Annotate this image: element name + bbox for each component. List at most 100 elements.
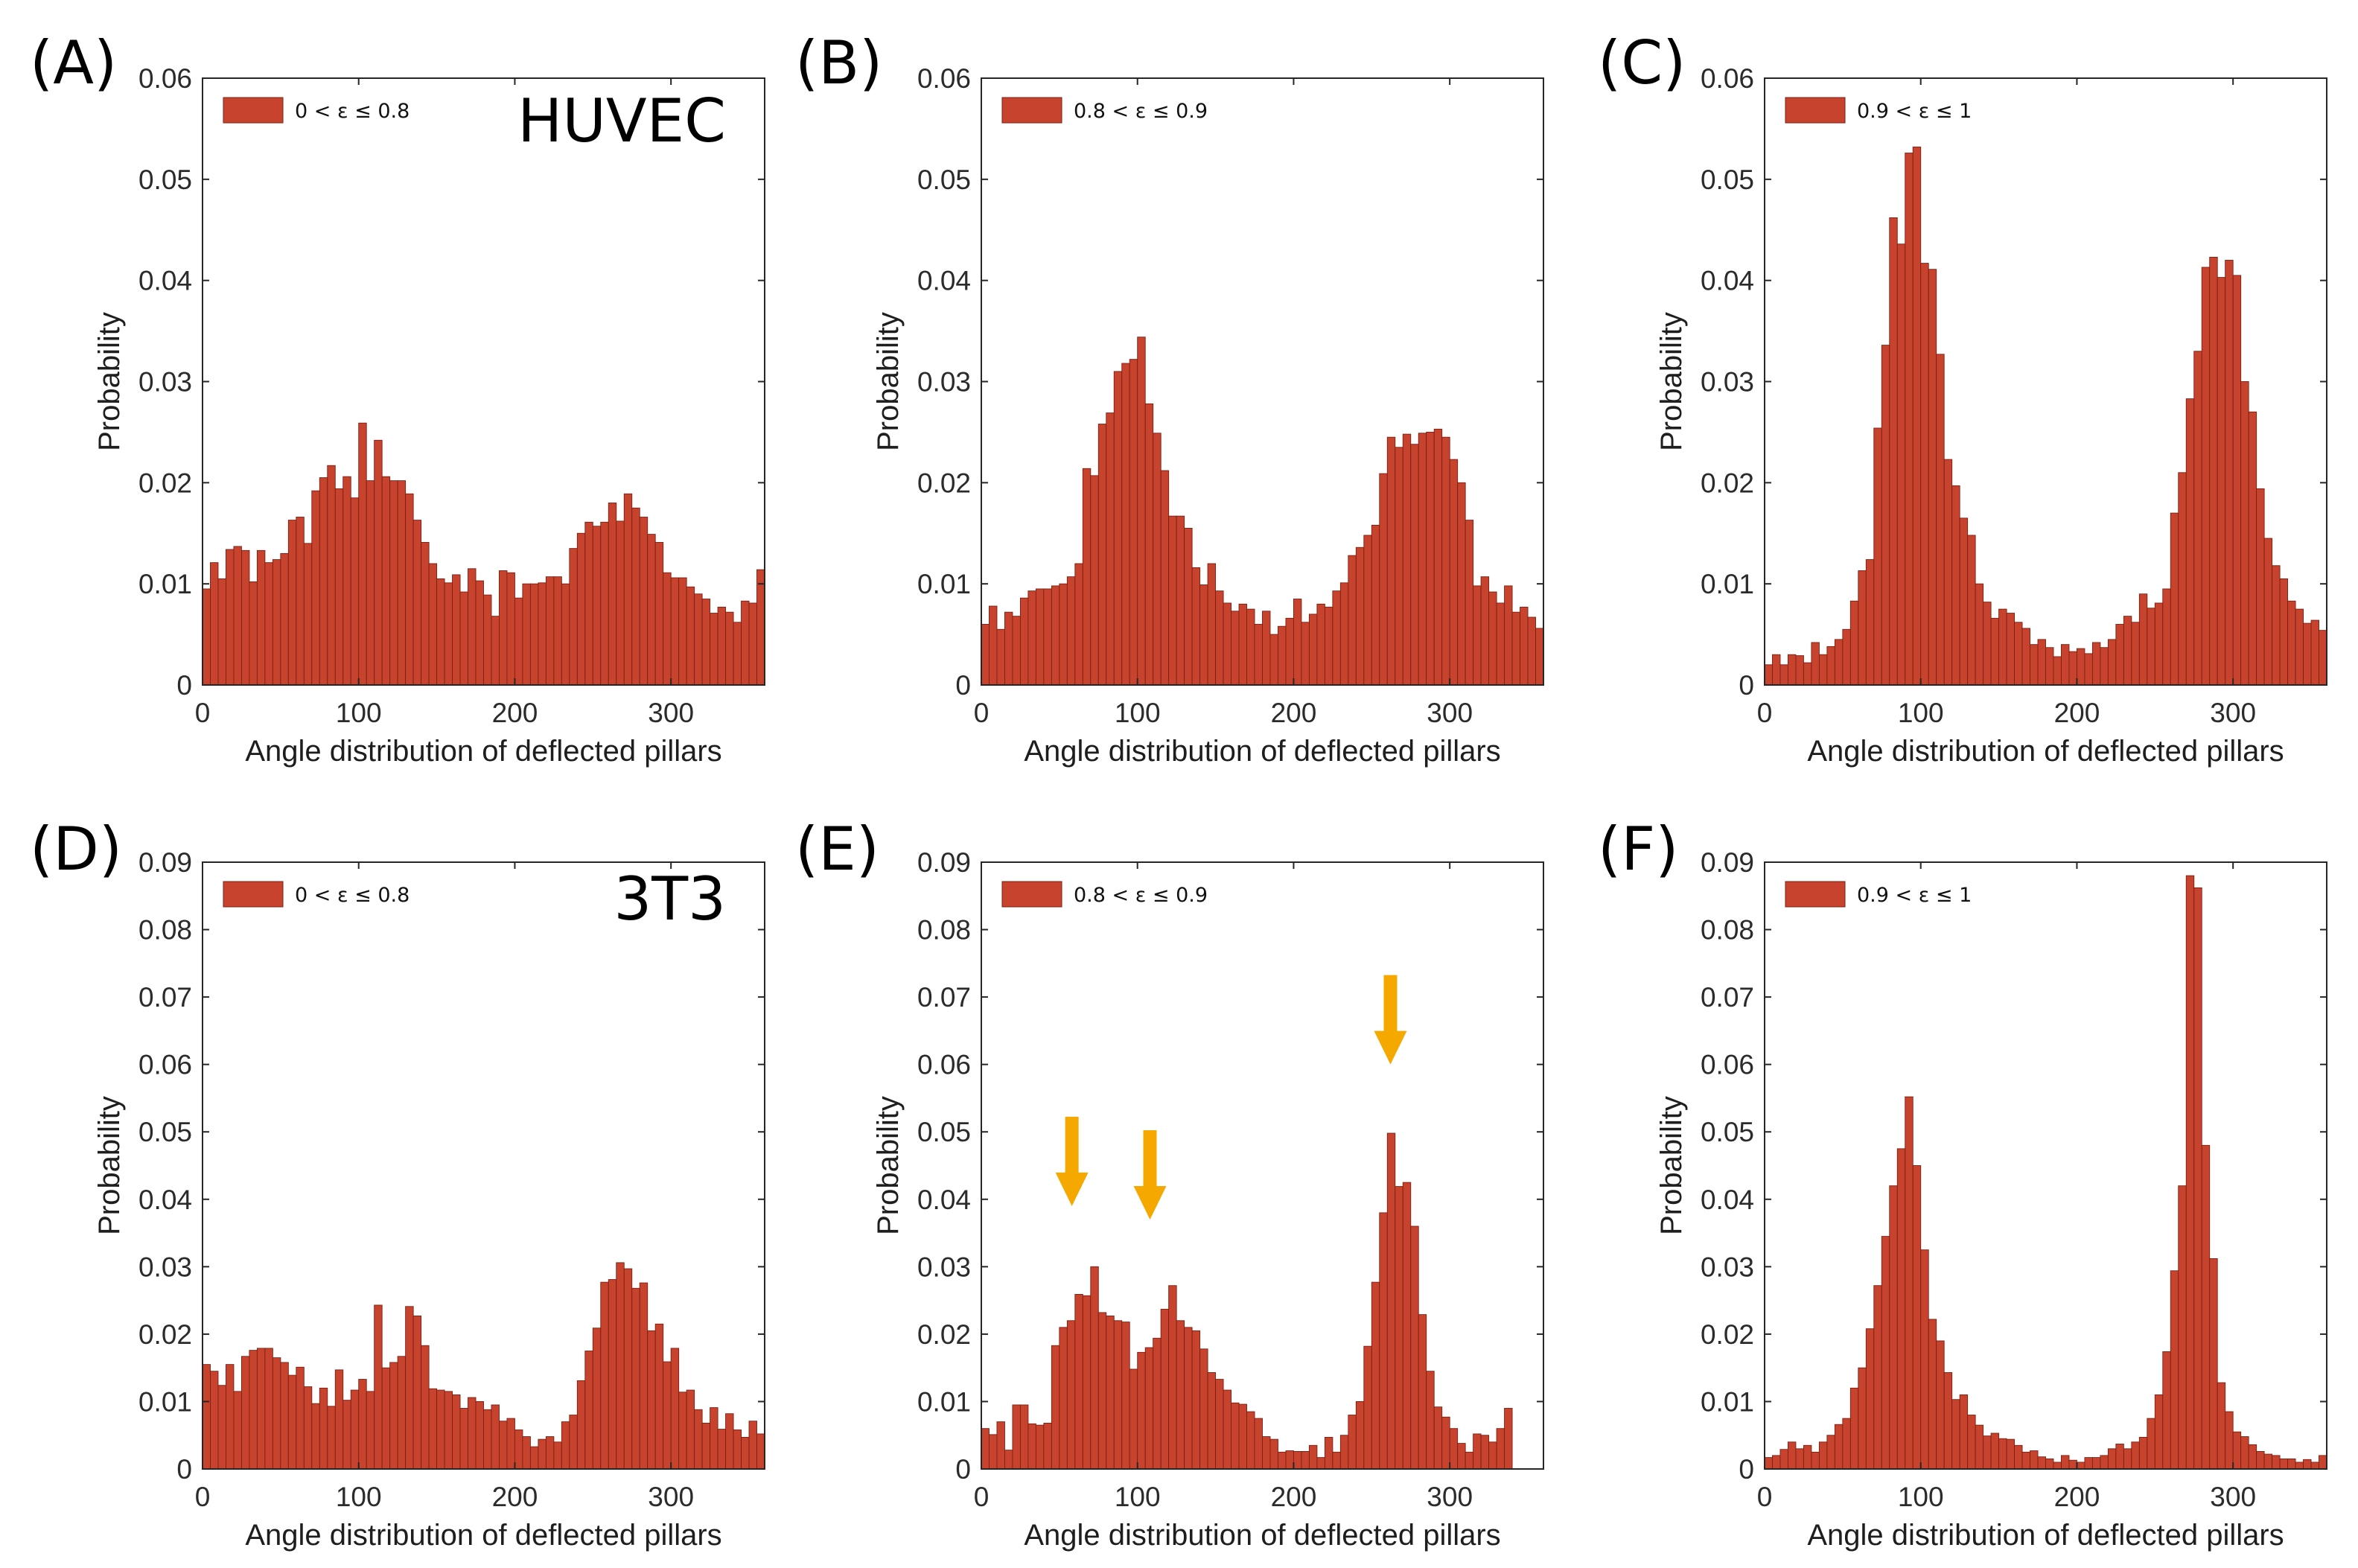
histogram-bar — [2279, 1458, 2289, 1470]
x-axis-title: Angle distribution of deflected pillars — [245, 735, 721, 768]
histogram-bar — [1936, 354, 1945, 686]
y-axis-title: Probability — [1655, 312, 1688, 451]
histogram-bar — [506, 1418, 515, 1470]
histogram-bar — [514, 597, 523, 686]
histogram-bar — [1842, 1418, 1851, 1470]
histogram-bar — [2154, 602, 2164, 686]
histogram-bar — [608, 503, 617, 686]
histogram-bar — [1012, 616, 1021, 686]
histogram-bar — [701, 1422, 711, 1470]
histogram-bar — [397, 1356, 407, 1470]
y-tick-label: 0.07 — [917, 982, 971, 1013]
histogram-bar — [717, 1429, 727, 1470]
histogram-bar — [421, 1345, 430, 1470]
histogram-bar — [2201, 267, 2211, 686]
histogram-bar — [1449, 459, 1459, 686]
histogram-bar — [2068, 651, 2077, 686]
histogram-bar — [1811, 642, 1820, 686]
y-tick-label: 0 — [955, 670, 971, 701]
y-tick-label: 0.06 — [1701, 63, 1754, 94]
histogram-bar — [1943, 459, 1953, 686]
histogram-bar — [2263, 1453, 2273, 1470]
histogram-bar — [1355, 546, 1365, 686]
histogram-bar — [678, 1392, 687, 1470]
histogram-bar — [1097, 1312, 1107, 1470]
panel-label: (E) — [795, 815, 879, 884]
legend-label: 0.9 < ε ≤ 1 — [1857, 100, 1972, 123]
histogram-bar — [981, 624, 990, 686]
axes-box — [981, 861, 1544, 1470]
histogram-bar — [499, 570, 508, 686]
legend: 0 < ε ≤ 0.8 — [223, 97, 410, 124]
histogram-bar — [1990, 617, 2000, 686]
histogram-bar — [421, 542, 430, 686]
histogram-bar — [981, 1428, 990, 1470]
histogram-bar — [428, 563, 438, 686]
y-tick-label: 0.01 — [138, 569, 192, 599]
histogram-bar — [1943, 1372, 1953, 1470]
legend-label: 0.8 < ε ≤ 0.9 — [1074, 100, 1208, 123]
histogram-bar — [1129, 1368, 1138, 1470]
histogram-bar — [1967, 535, 1976, 686]
histogram-bar — [2045, 1458, 2054, 1470]
histogram-bar — [576, 532, 586, 686]
histogram-bar — [1535, 628, 1544, 686]
histogram-bar — [1363, 535, 1372, 686]
legend: 0.8 < ε ≤ 0.9 — [1001, 97, 1208, 124]
histogram-bar — [226, 549, 235, 686]
histogram-bar — [1912, 146, 1922, 686]
histogram-bar — [1339, 582, 1349, 686]
histogram-bar — [1920, 1249, 1929, 1470]
histogram-bar — [1959, 517, 1969, 686]
histogram-bar — [240, 1356, 250, 1470]
y-tick-label: 0.05 — [138, 1117, 192, 1147]
histogram-bar — [1395, 1186, 1403, 1470]
histogram-bar — [405, 493, 414, 686]
histogram-bar — [412, 1315, 422, 1470]
histogram-bar — [1278, 625, 1287, 686]
x-tick-label: 200 — [1271, 1482, 1317, 1512]
histogram-bar — [576, 1380, 586, 1470]
histogram-bar — [1990, 1432, 2000, 1470]
histogram-bar — [1905, 1096, 1914, 1470]
histogram-bar — [210, 562, 219, 686]
histogram-bar — [2030, 644, 2039, 686]
histogram-bar — [545, 576, 555, 686]
histogram-bar — [538, 582, 547, 686]
histogram-bar — [1881, 1236, 1890, 1470]
histogram-bar — [1137, 337, 1146, 686]
histogram-bar — [2138, 1436, 2148, 1470]
histogram-bar — [1433, 1406, 1443, 1470]
histogram-bar — [1059, 1327, 1068, 1470]
histogram-bar — [2232, 1431, 2242, 1470]
histogram-bar — [389, 1362, 398, 1470]
histogram-bar — [2131, 622, 2140, 686]
histogram-bar — [529, 583, 539, 686]
histogram-bar — [2107, 1448, 2117, 1470]
histogram-bar — [1004, 611, 1013, 686]
histogram-bar — [210, 1371, 219, 1470]
histogram-bar — [2021, 628, 2030, 686]
histogram-bar — [1231, 611, 1240, 686]
histogram-bar — [428, 1388, 438, 1470]
histogram-bar — [1818, 654, 1828, 686]
histogram-bar — [2303, 1459, 2312, 1470]
histogram-bar — [741, 600, 750, 686]
x-tick-label: 100 — [336, 1482, 382, 1512]
histogram-bar — [1223, 1389, 1232, 1470]
histogram-bar — [381, 476, 391, 686]
histogram-bar — [319, 477, 328, 686]
histogram-bar — [1082, 1295, 1092, 1470]
histogram-bar — [989, 605, 998, 686]
histogram-bar — [1004, 1450, 1013, 1470]
histogram-bar — [296, 1366, 305, 1470]
legend: 0 < ε ≤ 0.8 — [223, 881, 410, 908]
histogram-bar — [647, 1330, 656, 1470]
histogram-bar — [1301, 622, 1310, 686]
histogram-bar — [1951, 485, 1960, 686]
histogram-bar — [342, 476, 351, 686]
histogram-bar — [631, 1287, 640, 1470]
histogram-bar — [1051, 1345, 1060, 1470]
y-tick-label: 0.06 — [917, 63, 971, 94]
histogram-bar — [483, 594, 492, 686]
